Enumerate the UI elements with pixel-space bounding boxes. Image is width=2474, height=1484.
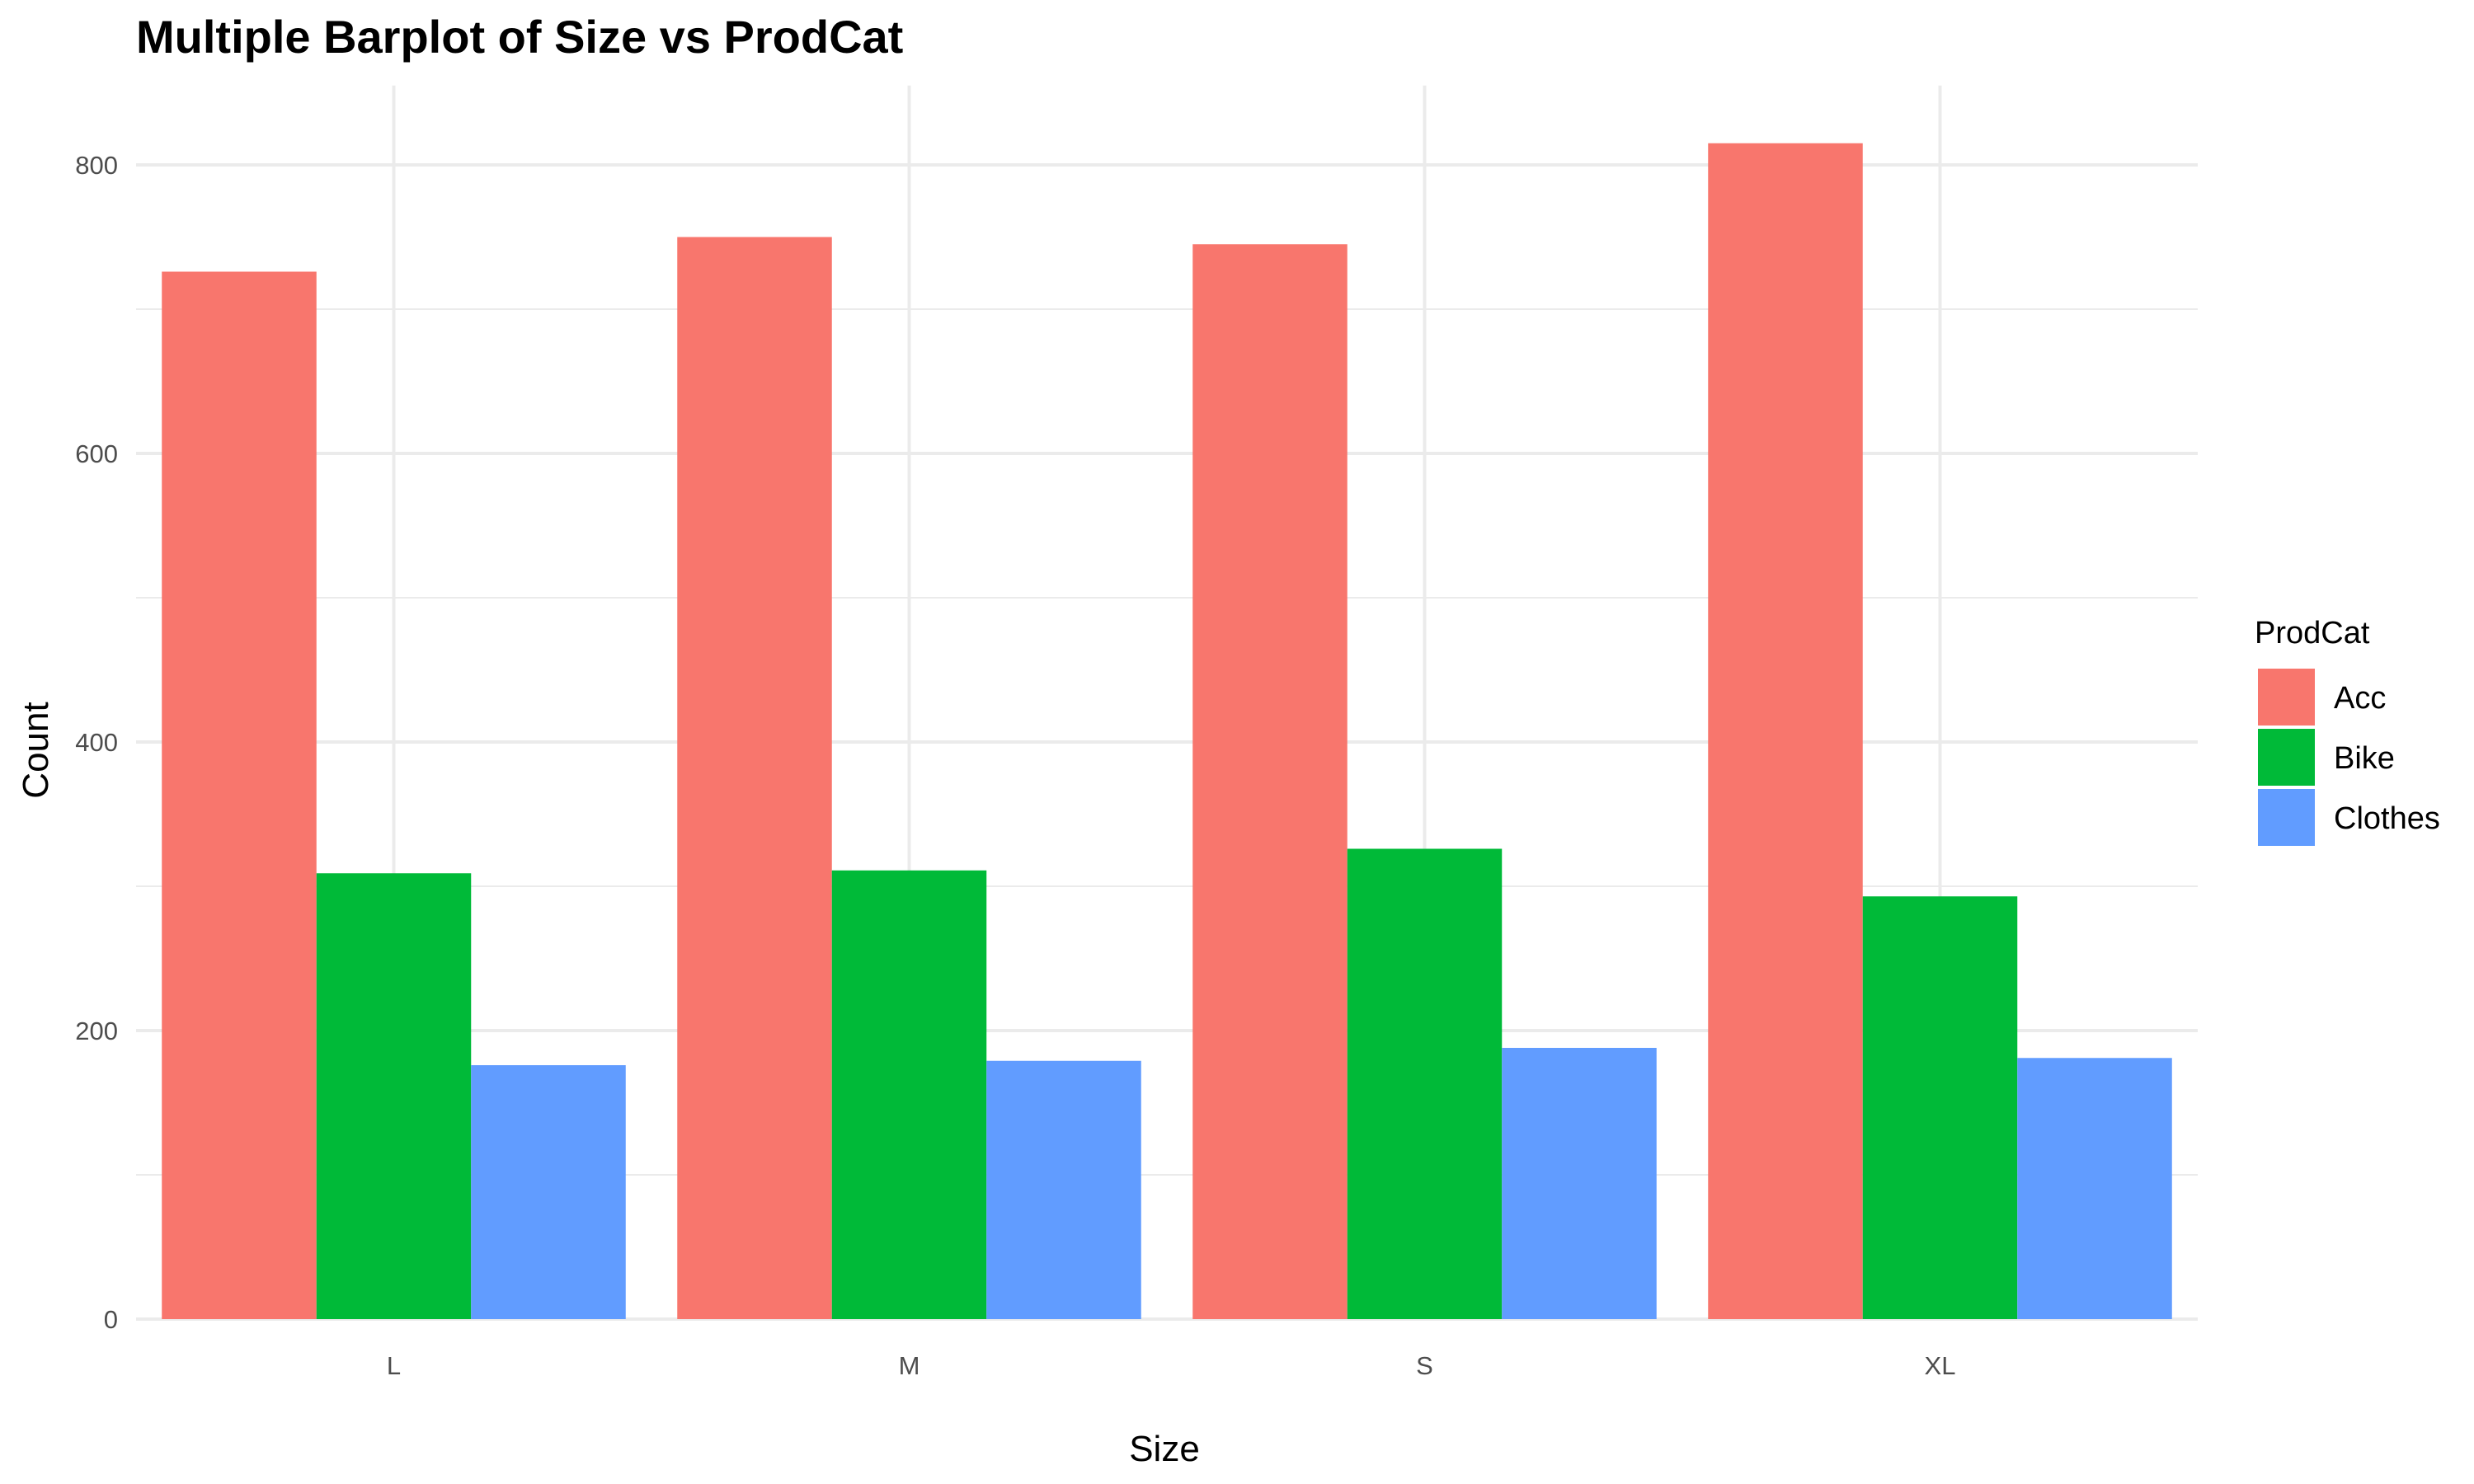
y-tick-label: 400 [75,728,118,757]
bar-acc-s [1192,244,1348,1319]
legend-key-bike [2258,729,2315,786]
x-tick-label: S [1416,1351,1433,1380]
bar-bike-s [1347,848,1503,1319]
chart-title: Multiple Barplot of Size vs ProdCat [136,11,903,63]
bar-acc-l [162,271,317,1319]
bar-acc-xl [1708,143,1863,1319]
legend-label-clothes: Clothes [2334,801,2440,836]
bar-bike-m [831,870,987,1319]
y-tick-label: 800 [75,151,118,180]
bars [162,143,2172,1319]
y-tick-label: 0 [104,1305,118,1334]
legend-items: Acc Bike Clothes [2258,669,2440,846]
x-axis-title: Size [1129,1429,1200,1469]
legend-label-acc: Acc [2334,681,2386,716]
x-tick-label: XL [1925,1351,1956,1380]
legend-title: ProdCat [2255,616,2370,650]
x-axis-ticks: L M S XL [387,1351,1956,1380]
legend-key-clothes [2258,789,2315,846]
bar-clothes-s [1502,1048,1657,1319]
bar-clothes-xl [2017,1058,2172,1319]
legend-key-acc [2258,669,2315,726]
y-axis-title: Count [16,702,56,798]
bar-bike-l [316,873,472,1319]
bar-clothes-m [986,1060,1141,1319]
y-tick-label: 200 [75,1017,118,1045]
bar-bike-xl [1862,896,2018,1319]
x-tick-label: M [899,1351,920,1380]
bar-acc-m [677,237,832,1319]
legend-label-bike: Bike [2334,741,2395,776]
x-tick-label: L [387,1351,401,1380]
bar-clothes-l [471,1065,626,1319]
y-tick-label: 600 [75,439,118,468]
legend: ProdCat Acc Bike Clothes [2255,616,2440,846]
y-axis-ticks: 0 200 400 600 800 [75,151,118,1334]
